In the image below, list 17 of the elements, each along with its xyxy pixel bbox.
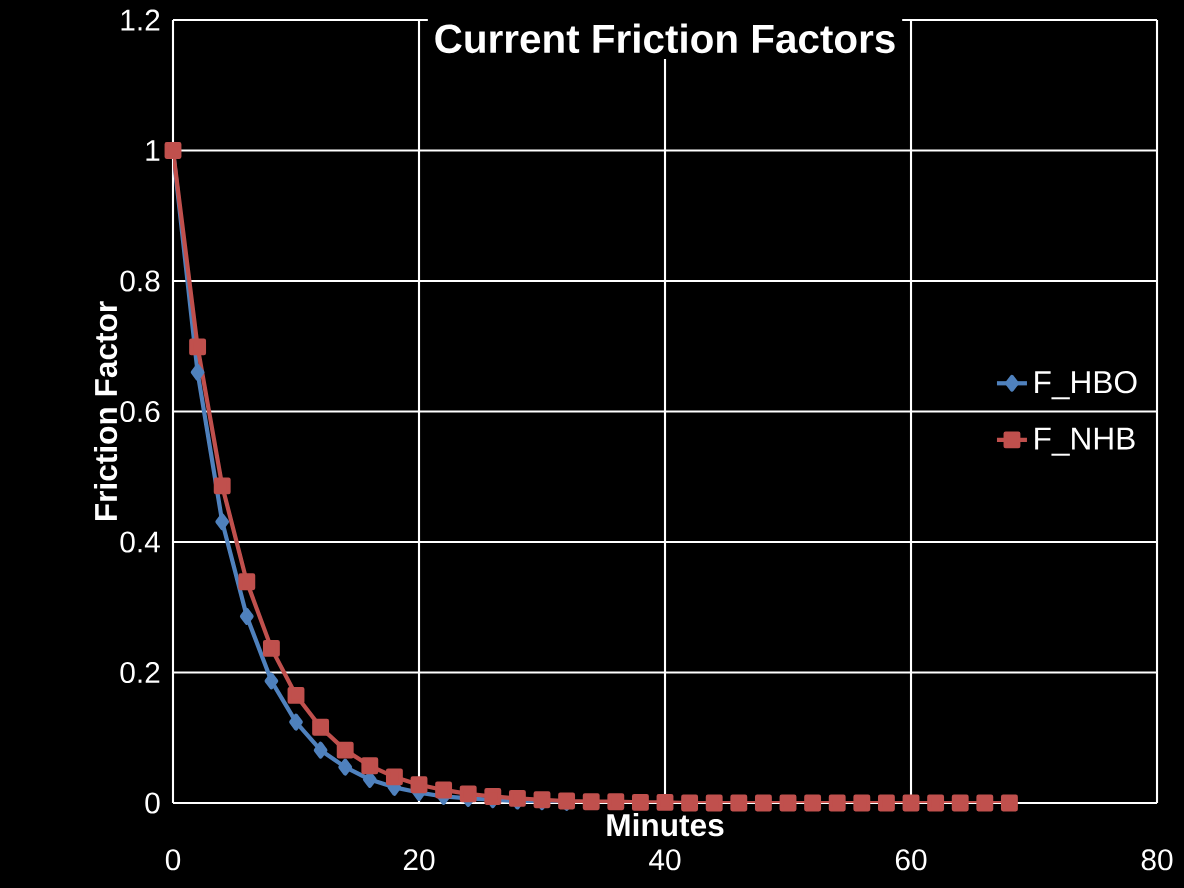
x-tick-label: 80	[1141, 849, 1173, 871]
y-axis-title: Friction Factor	[93, 301, 118, 521]
legend-label: F_NHB	[1035, 427, 1135, 456]
y-tick-label: 0.4	[120, 531, 160, 553]
x-tick-label: 20	[403, 849, 435, 871]
x-axis-title: Minutes	[607, 813, 724, 837]
legend-label: F_HBO	[1035, 370, 1137, 400]
y-tick-label: 0.2	[120, 661, 160, 684]
x-tick-label: 0	[165, 849, 181, 871]
chart-title: Current Friction Factors	[435, 23, 895, 54]
y-tick-label: 0	[145, 792, 160, 814]
y-tick-label: 0.8	[120, 270, 160, 292]
y-tick-label: 0.6	[120, 400, 160, 423]
y-tick-label: 1.2	[121, 9, 160, 31]
x-tick-label: 40	[649, 849, 681, 871]
x-tick-label: 60	[895, 849, 927, 871]
y-tick-label: 1	[146, 140, 160, 161]
